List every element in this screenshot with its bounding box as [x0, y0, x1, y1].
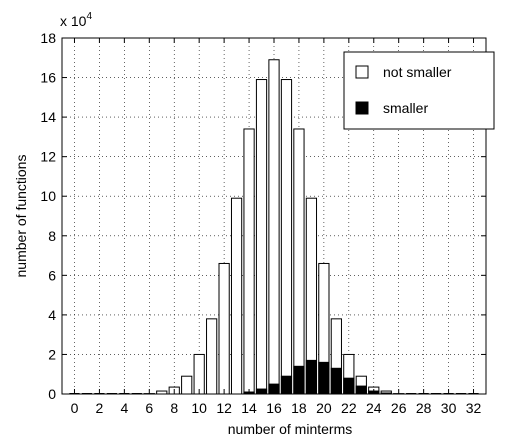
y-tick-label: 0 — [48, 386, 56, 402]
bar-smaller — [355, 385, 367, 395]
y-tick-label: 16 — [40, 70, 56, 86]
legend-box — [343, 51, 495, 130]
legend-swatch-not-smaller — [355, 65, 369, 79]
bar-not-smaller — [193, 353, 205, 395]
x-tick-label: 6 — [145, 400, 153, 416]
x-axis-label: number of minterms — [228, 421, 352, 437]
x-tick-label: 24 — [366, 400, 382, 416]
x-tick-label: 0 — [71, 400, 79, 416]
x-tick-label: 10 — [191, 400, 207, 416]
bar-not-smaller — [293, 128, 305, 395]
x-tick-label: 20 — [316, 400, 332, 416]
legend-label-not-smaller: not smaller — [383, 64, 452, 80]
y-tick-label: 18 — [40, 30, 56, 46]
multiplier-exponent: 4 — [86, 11, 92, 22]
x-tick-label: 2 — [96, 400, 104, 416]
x-tick-label: 22 — [341, 400, 357, 416]
legend-swatch-smaller — [355, 101, 369, 115]
y-axis-multiplier: x 104 — [60, 11, 92, 29]
bar-not-smaller — [268, 59, 280, 395]
x-tick-label: 16 — [266, 400, 282, 416]
x-tick-label: 32 — [466, 400, 482, 416]
bar-smaller — [280, 375, 293, 395]
bar-not-smaller — [280, 79, 293, 395]
y-tick-label: 14 — [40, 109, 56, 125]
bar-not-smaller — [230, 197, 243, 395]
x-tick-label: 30 — [441, 400, 457, 416]
bars — [69, 59, 479, 395]
x-tick-label: 26 — [391, 400, 407, 416]
bar-smaller — [305, 359, 318, 395]
bar-not-smaller — [181, 375, 193, 395]
y-axis-label: number of functions — [13, 155, 29, 278]
x-tick-label: 8 — [170, 400, 178, 416]
y-tick-label: 10 — [40, 188, 56, 204]
bar-smaller — [255, 388, 268, 395]
x-tick-label: 18 — [291, 400, 307, 416]
x-tick-label: 4 — [120, 400, 128, 416]
bar-not-smaller — [206, 318, 218, 395]
x-tick-label: 28 — [416, 400, 432, 416]
y-tick-label: 12 — [40, 149, 56, 165]
y-tick-label: 6 — [48, 267, 56, 283]
x-tick-label: 12 — [216, 400, 232, 416]
y-tick-label: 2 — [48, 346, 56, 362]
bar-not-smaller — [243, 128, 255, 395]
legend-label-smaller: smaller — [383, 100, 428, 116]
bar-smaller — [330, 367, 342, 395]
multiplier-base: x 10 — [60, 13, 87, 29]
y-tick-label: 4 — [48, 307, 56, 323]
x-tick-label: 14 — [241, 400, 257, 416]
bar-not-smaller — [255, 79, 268, 395]
bar-not-smaller — [218, 262, 230, 395]
y-tick-label: 8 — [48, 228, 56, 244]
legend: not smaller smaller — [343, 51, 495, 130]
